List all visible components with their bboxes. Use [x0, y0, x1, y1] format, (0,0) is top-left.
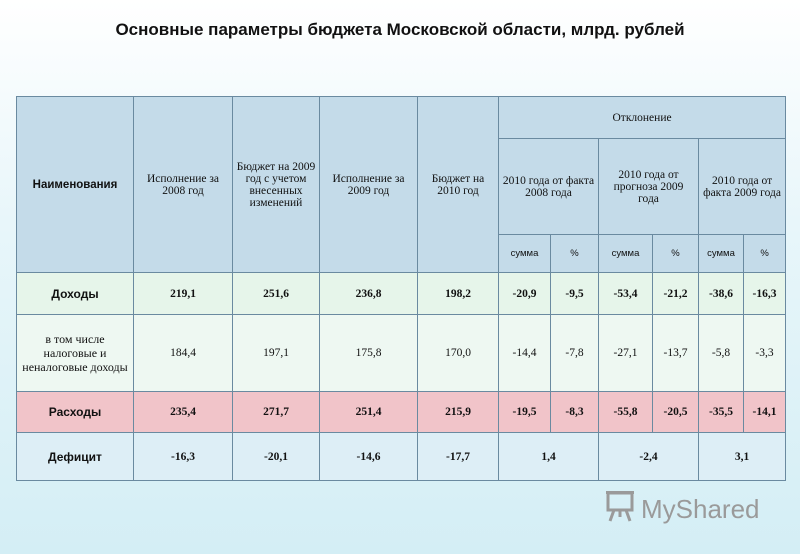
header-deviation: Отклонение	[497, 96, 787, 139]
table-cell: 251,4	[319, 391, 418, 433]
table-cell: -14,6	[319, 432, 418, 481]
table-row-deficit: Дефицит -16,3 -20,1 -14,6 -17,7 1,4 -2,4…	[16, 432, 787, 481]
table-cell: 197,1	[232, 314, 320, 392]
table-cell: 219,1	[133, 272, 233, 315]
row-label: Дефицит	[16, 432, 134, 481]
header-name: Наименования	[16, 96, 134, 273]
header-budget-2010: Бюджет на 2010 год	[417, 96, 499, 273]
table-cell: -9,5	[550, 272, 599, 315]
table-row-expenses: Расходы 235,4 271,7 251,4 215,9 -19,5 -8…	[16, 391, 787, 433]
header-exec-2008: Исполнение за 2008 год	[133, 96, 233, 273]
table-cell: 175,8	[319, 314, 418, 392]
table-cell: -14,4	[498, 314, 551, 392]
table-cell: -3,3	[742, 314, 787, 392]
table-cell: -13,7	[652, 314, 699, 392]
header-sum: сумма	[698, 234, 744, 273]
table-cell: 1,4	[498, 432, 599, 481]
table-cell: 251,6	[232, 272, 320, 315]
table-cell: -35,5	[698, 391, 744, 433]
table-cell: 3,1	[697, 432, 787, 481]
table-cell: 215,9	[417, 391, 499, 433]
header-dev-from-forecast-2009: 2010 года от прогноза 2009 года	[598, 138, 699, 235]
table-cell: -20,9	[498, 272, 551, 315]
header-pct: %	[652, 234, 699, 273]
header-dev-from-fact-2009: 2010 года от факта 2009 года	[697, 138, 787, 235]
header-sum: сумма	[498, 234, 551, 273]
page-title: Основные параметры бюджета Московской об…	[115, 20, 685, 39]
table-cell: -55,8	[598, 391, 653, 433]
table-cell: 271,7	[232, 391, 320, 433]
table-row-income: Доходы 219,1 251,6 236,8 198,2 -20,9 -9,…	[16, 272, 787, 315]
table-cell: 235,4	[133, 391, 233, 433]
header-budget-2009: Бюджет на 2009 год с учетом внесенных из…	[232, 96, 320, 273]
table-row-tax-income: в том числе налоговые и неналоговые дохо…	[16, 314, 787, 392]
table-cell: -7,8	[550, 314, 599, 392]
table-cell: 198,2	[417, 272, 499, 315]
table-cell: -5,8	[698, 314, 744, 392]
header-dev-from-fact-2008: 2010 года от факта 2008 года	[498, 138, 599, 235]
table-cell: -27,1	[598, 314, 653, 392]
watermark-logo: MyShared	[605, 489, 760, 529]
header-sum: сумма	[598, 234, 653, 273]
table-cell: -20,1	[232, 432, 320, 481]
table-cell: -21,2	[652, 272, 699, 315]
table-cell: -53,4	[598, 272, 653, 315]
header-pct: %	[742, 234, 787, 273]
row-label: в том числе налоговые и неналоговые дохо…	[16, 314, 134, 392]
row-label: Доходы	[16, 272, 134, 315]
table-cell: -8,3	[550, 391, 599, 433]
table-cell: -14,1	[742, 391, 787, 433]
header-pct: %	[550, 234, 599, 273]
table-cell: -20,5	[652, 391, 699, 433]
logo-text: MyShared	[641, 493, 760, 524]
table-cell: 184,4	[133, 314, 233, 392]
table-cell: 170,0	[417, 314, 499, 392]
budget-table: Наименования Исполнение за 2008 год Бюдж…	[16, 96, 787, 481]
table-cell: 236,8	[319, 272, 418, 315]
table-cell: -2,4	[598, 432, 699, 481]
table-cell: -16,3	[742, 272, 787, 315]
table-cell: -38,6	[698, 272, 744, 315]
table-cell: -19,5	[498, 391, 551, 433]
table-cell: -16,3	[133, 432, 233, 481]
table-cell: -17,7	[417, 432, 499, 481]
row-label: Расходы	[16, 391, 134, 433]
presentation-board-icon	[605, 490, 641, 529]
header-exec-2009: Исполнение за 2009 год	[319, 96, 418, 273]
